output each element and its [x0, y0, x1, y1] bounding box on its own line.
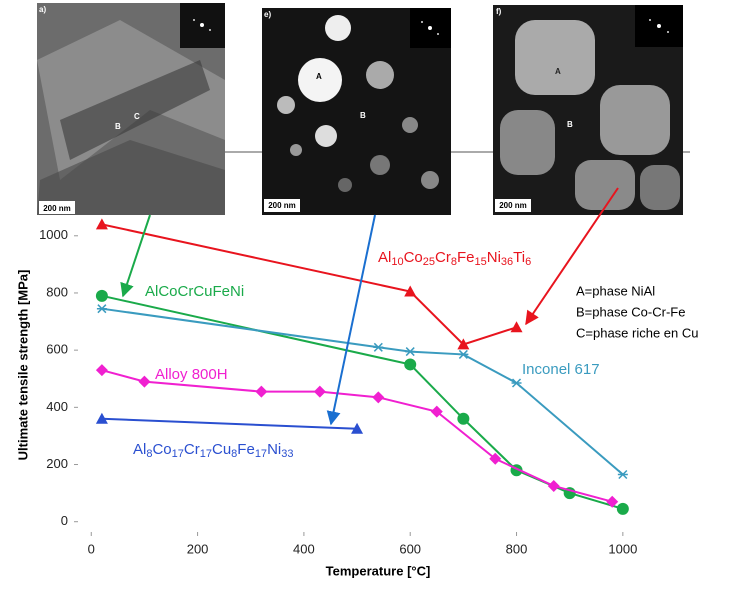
series-label: AlCoCrCuFeNi: [145, 283, 244, 300]
marker: [138, 375, 151, 388]
marker: [430, 405, 443, 418]
y-tick-label: 200: [46, 456, 68, 471]
annotation: A=phase NiAl: [576, 283, 655, 298]
marker: [96, 304, 107, 314]
marker: [489, 452, 502, 465]
x-tick-label: 0: [88, 541, 95, 556]
x-tick-label: 600: [399, 541, 421, 556]
arrow: [525, 187, 619, 326]
series-label: Inconel 617: [522, 361, 600, 378]
marker: [404, 285, 417, 297]
marker: [313, 385, 326, 398]
x-tick-label: 800: [506, 541, 528, 556]
y-axis-label: Ultimate tensile strength [MPa]: [15, 270, 30, 461]
series-line: [101, 369, 613, 503]
marker: [95, 364, 108, 377]
series-line: [101, 307, 624, 476]
marker: [457, 412, 470, 425]
marker: [255, 385, 268, 398]
scale-bar: 200 nm: [499, 201, 527, 210]
x-tick-label: 200: [187, 541, 209, 556]
phase-label: B: [567, 120, 573, 129]
marker: [95, 412, 108, 424]
series-line: [101, 417, 358, 430]
marker: [351, 422, 364, 434]
marker: [405, 347, 416, 357]
y-tick-label: 400: [46, 399, 68, 414]
phase-label: A: [555, 67, 561, 76]
x-tick-label: 400: [293, 541, 315, 556]
series-label: Alloy 800H: [155, 366, 228, 383]
marker: [458, 349, 469, 359]
micrograph: a) 200 nm B C: [37, 3, 225, 215]
series-label: Al8Co17Cr17Cu8Fe17Ni33: [133, 441, 293, 460]
phase-label: B: [115, 122, 121, 131]
scale-bar: 200 nm: [268, 201, 296, 210]
marker: [606, 495, 619, 508]
micrograph-label: e): [264, 10, 271, 19]
x-tick-label: 1000: [608, 541, 637, 556]
series-line: [101, 223, 517, 346]
marker: [617, 469, 628, 480]
micrograph-label: a): [39, 5, 46, 14]
marker: [372, 391, 385, 404]
marker: [373, 342, 384, 352]
x-axis-label: Temperature [°C]: [326, 563, 431, 578]
phase-label: A: [316, 72, 322, 81]
series-line: [101, 294, 624, 510]
phase-label: B: [360, 111, 366, 120]
micrograph-label: f): [496, 7, 502, 16]
marker: [457, 338, 470, 350]
marker: [95, 289, 108, 302]
marker: [510, 321, 523, 333]
marker: [547, 479, 560, 492]
annotation: C=phase riche en Cu: [576, 325, 699, 340]
phase-label: C: [134, 112, 140, 121]
annotation: B=phase Co-Cr-Fe: [576, 304, 685, 319]
marker: [616, 502, 629, 515]
marker: [511, 378, 522, 388]
y-tick-label: 0: [61, 513, 68, 528]
micrograph: e) 200 nm A B: [262, 8, 451, 215]
scale-bar: 200 nm: [43, 204, 71, 213]
plot: 0 200 400 600 800 1000 0 200 400 600 800 1000 Al10Co…: [39, 218, 637, 556]
arrow: [326, 214, 376, 426]
y-tick-label: 600: [46, 342, 68, 357]
micrograph: f) 200 nm A B: [493, 5, 683, 215]
arrow: [120, 214, 151, 298]
series-label: Al10Co25Cr8Fe15Ni36Ti6: [378, 249, 531, 268]
marker: [95, 218, 108, 230]
y-tick-label: 1000: [39, 227, 68, 242]
y-tick-label: 800: [46, 284, 68, 299]
marker: [404, 358, 417, 371]
